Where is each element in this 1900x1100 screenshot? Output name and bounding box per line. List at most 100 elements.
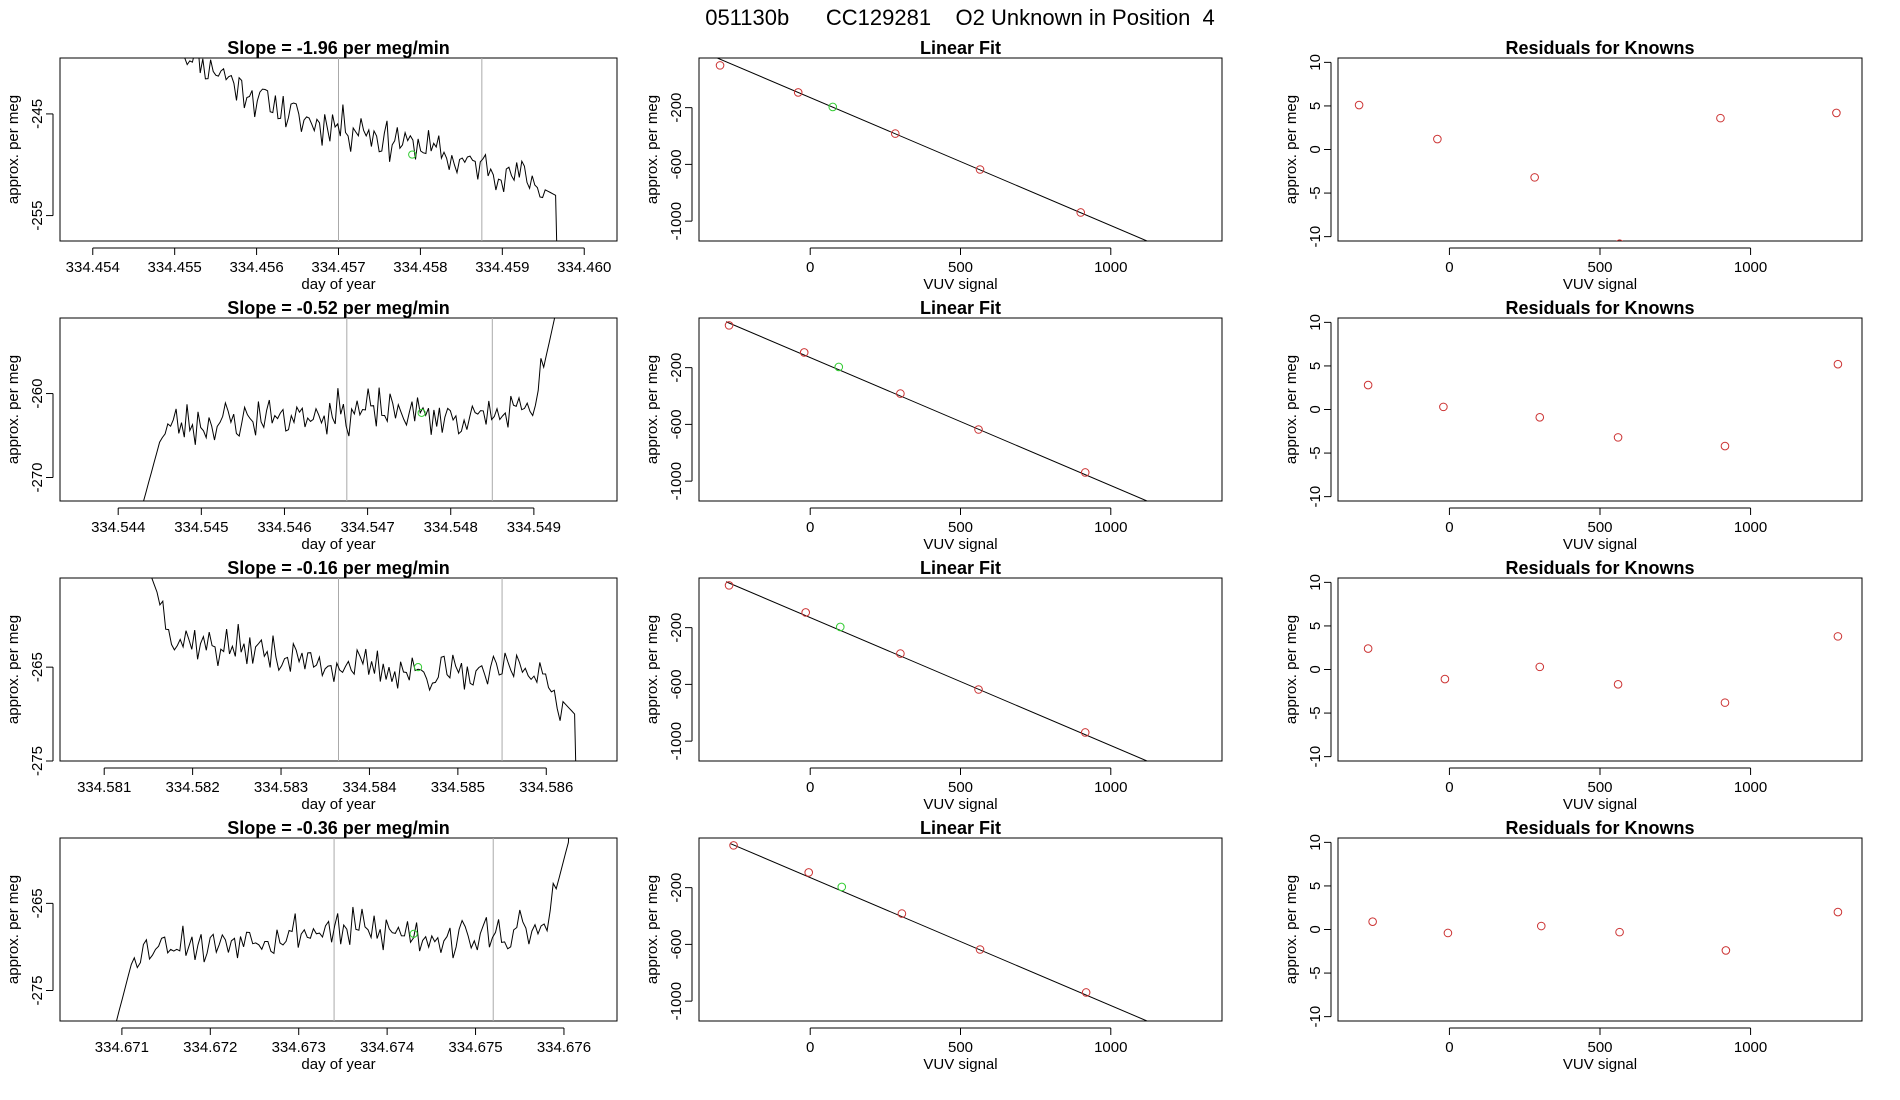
unknown-point — [417, 408, 426, 417]
known-point — [1613, 680, 1623, 689]
known-point — [1194, 511, 1202, 519]
known-point — [896, 389, 905, 398]
y-tick-label: 0 — [1307, 665, 1324, 673]
known-point — [1613, 433, 1623, 442]
y-axis-label: approx. per meg — [5, 875, 22, 984]
fit-line — [725, 321, 1149, 501]
panel-title: Linear Fit — [920, 38, 1001, 58]
y-tick-label: 0 — [1307, 145, 1324, 153]
known-point — [1076, 208, 1086, 217]
y-tick-label: -200 — [668, 353, 685, 383]
x-tick-label: 334.544 — [91, 519, 145, 536]
known-point — [1193, 251, 1201, 259]
panel-title: Residuals for Knowns — [1505, 818, 1694, 838]
known-point — [1440, 674, 1450, 684]
y-tick-label: 0 — [1307, 405, 1324, 413]
panel-title: Residuals for Knowns — [1505, 298, 1694, 318]
x-tick-label: 334.581 — [77, 779, 131, 796]
x-axis-label: VUV signal — [923, 536, 997, 553]
known-point — [975, 165, 985, 174]
plot-area — [729, 841, 1149, 1021]
y-tick-label: 5 — [1307, 882, 1324, 890]
x-tick-label: 334.582 — [166, 779, 220, 796]
panel-title: Linear Fit — [920, 298, 1001, 318]
known-point — [793, 88, 803, 97]
plot-area — [715, 58, 1201, 259]
plot-area — [151, 578, 577, 761]
plot-frame — [59, 837, 618, 1022]
x-tick-label: 334.460 — [557, 259, 611, 276]
panel-timeseries-3: Slope = -0.16 per meg/min 334.581 334.582 3… — [5, 558, 618, 813]
known-point — [715, 61, 725, 70]
known-point — [1720, 441, 1730, 451]
known-point — [1080, 468, 1090, 477]
known-point — [1363, 644, 1373, 653]
x-tick-label: 500 — [1587, 779, 1612, 796]
panel-title: Residuals for Knowns — [1505, 558, 1694, 578]
panel-title: Linear Fit — [920, 558, 1001, 578]
y-tick-label: -1000 — [668, 722, 685, 760]
y-tick-label: -245 — [29, 99, 46, 129]
y-axis-label: approx. per meg — [644, 355, 661, 464]
y-tick-label: -10 — [1307, 486, 1324, 508]
x-tick-label: 500 — [948, 779, 973, 796]
known-point — [1368, 917, 1377, 926]
known-point — [729, 841, 738, 850]
y-axis-label: approx. per meg — [1283, 95, 1300, 204]
y-tick-label: -1000 — [668, 462, 685, 500]
x-axis-label: VUV signal — [1563, 796, 1637, 813]
plot-frame — [1337, 837, 1863, 1022]
fit-line — [725, 581, 1149, 761]
panel-timeseries-4: Slope = -0.36 per meg/min 334.671 334.672 3… — [5, 818, 618, 1073]
known-point — [1363, 380, 1373, 390]
x-tick-label: 1000 — [1094, 259, 1127, 276]
x-tick-label: 0 — [1445, 519, 1453, 536]
x-tick-label: 334.583 — [254, 779, 308, 796]
panel-timeseries-1: Slope = -1.96 per meg/min 334.454 334.455 3… — [5, 38, 618, 293]
y-axis-label: approx. per meg — [5, 615, 22, 724]
panel-title: Linear Fit — [920, 818, 1001, 838]
known-point — [1443, 928, 1453, 938]
plot-frame — [1337, 57, 1863, 242]
known-point — [890, 129, 900, 138]
x-axis-label: VUV signal — [1563, 1056, 1637, 1073]
x-tick-label: 334.676 — [537, 1039, 591, 1056]
known-point — [1832, 108, 1841, 118]
known-point — [897, 909, 907, 918]
y-tick-label: -10 — [1307, 1006, 1324, 1028]
known-point — [974, 425, 983, 434]
known-point — [1833, 359, 1843, 369]
unknown-point — [834, 362, 844, 372]
y-tick-label: 10 — [1307, 54, 1324, 71]
y-tick-label: 5 — [1307, 362, 1324, 370]
known-point — [1354, 100, 1364, 110]
plot-area — [1363, 632, 1843, 707]
known-point — [1433, 134, 1442, 144]
plot-area — [724, 321, 1202, 519]
known-point — [1535, 662, 1545, 672]
x-tick-label: 334.457 — [311, 259, 365, 276]
y-tick-label: -255 — [29, 201, 46, 231]
panel-residuals-2: Residuals for Knowns 0 500 1000 VUV signal 10… — [1283, 298, 1863, 553]
panel-fit-3: Linear Fit 0 500 1000 VUV signal -200 -600 -100… — [644, 558, 1223, 813]
y-tick-label: -200 — [668, 613, 685, 643]
x-tick-label: 334.454 — [66, 259, 120, 276]
known-point — [1615, 927, 1624, 937]
y-tick-label: 10 — [1307, 314, 1324, 331]
y-tick-label: -200 — [668, 873, 685, 903]
figure-title: 051130b CC129281 O2 Unknown in Position … — [705, 5, 1215, 30]
plot-frame — [698, 837, 1223, 1022]
plot-area — [1363, 359, 1843, 451]
x-tick-label: 0 — [806, 259, 814, 276]
x-tick-label: 500 — [948, 259, 973, 276]
panel-title: Slope = -0.52 per meg/min — [227, 298, 450, 318]
x-tick-label: 334.586 — [519, 779, 573, 796]
x-tick-label: 0 — [1445, 1039, 1453, 1056]
known-point — [1194, 771, 1202, 779]
known-point — [1833, 907, 1843, 917]
x-tick-label: 334.585 — [431, 779, 485, 796]
y-tick-label: -600 — [668, 409, 685, 439]
x-tick-label: 334.672 — [183, 1039, 237, 1056]
known-point — [1080, 728, 1090, 737]
known-point — [801, 608, 811, 617]
